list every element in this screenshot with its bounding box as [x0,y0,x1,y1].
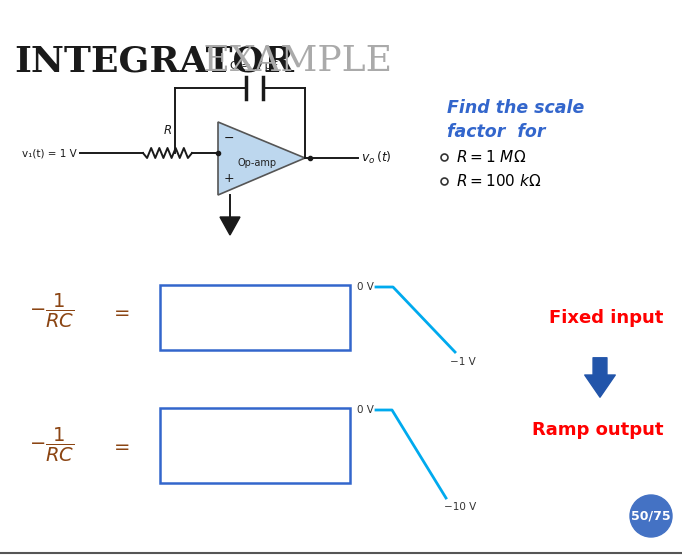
Text: 0 V: 0 V [357,405,374,415]
Text: $R = 1\ M\Omega$: $R = 1\ M\Omega$ [456,149,527,165]
Text: Op-amp: Op-amp [238,158,277,168]
Text: $=$: $=$ [110,301,130,320]
Text: factor  for: factor for [447,123,546,141]
Text: −1 V: −1 V [450,357,476,367]
Text: +: + [224,173,235,186]
Circle shape [630,495,672,537]
Text: $R = 100\ k\Omega$: $R = 100\ k\Omega$ [456,173,542,189]
Text: C = 1 μF: C = 1 μF [231,61,278,71]
Bar [160,408,350,483]
Text: 0 V: 0 V [357,282,374,292]
Text: INTEGRATOR: INTEGRATOR [14,44,294,78]
Text: Ramp output: Ramp output [531,421,663,439]
Text: v₁(t) = 1 V: v₁(t) = 1 V [23,148,77,158]
Text: $-\dfrac{1}{RC}$: $-\dfrac{1}{RC}$ [29,426,75,464]
Text: 50/75: 50/75 [631,509,671,523]
FancyArrowPatch shape [584,358,615,397]
Text: $=$: $=$ [110,435,130,454]
Text: EXAMPLE: EXAMPLE [192,44,392,78]
Text: Fixed input: Fixed input [548,309,663,327]
Text: −: − [224,131,235,144]
Bar [160,285,350,350]
Text: Find the scale: Find the scale [447,99,584,117]
Text: $-\dfrac{1}{RC}$: $-\dfrac{1}{RC}$ [29,292,75,330]
Text: −10 V: −10 V [444,502,476,512]
Text: R: R [164,124,172,137]
Text: $v_o\,(t)$: $v_o\,(t)$ [361,150,391,166]
Polygon shape [220,217,240,235]
Polygon shape [218,122,305,195]
